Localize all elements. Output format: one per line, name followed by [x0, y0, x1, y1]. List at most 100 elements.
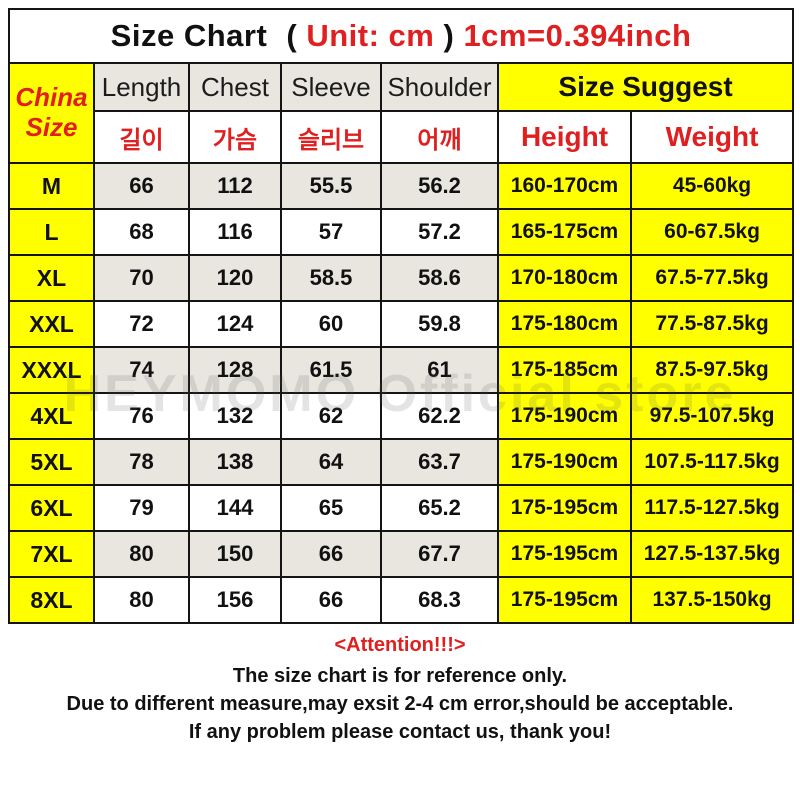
- height-cell: 175-185cm: [497, 346, 632, 394]
- china-size-line1: China: [15, 82, 88, 113]
- col-header-chest: Chest: [188, 62, 282, 112]
- header-row-en: China Size Length Chest Sleeve Shoulder …: [8, 62, 795, 164]
- length-cell: 80: [93, 576, 190, 624]
- length-cell: 68: [93, 208, 190, 256]
- china-size-line2: Size: [25, 112, 78, 142]
- chest-cell: 120: [188, 254, 282, 302]
- size-cell: 4XL: [8, 392, 95, 440]
- table-row: M 66 112 55.5 56.2 160-170cm 45-60kg: [8, 162, 795, 210]
- size-cell: XXL: [8, 300, 95, 348]
- length-cell: 70: [93, 254, 190, 302]
- title-main: Size Chart: [110, 18, 268, 53]
- height-cell: 175-190cm: [497, 392, 632, 440]
- weight-cell: 60-67.5kg: [629, 208, 795, 256]
- size-cell: XL: [8, 254, 95, 302]
- size-cell: 8XL: [8, 576, 95, 624]
- table-row: 6XL 79 144 65 65.2 175-195cm 117.5-127.5…: [8, 484, 795, 532]
- footer-note-1: The size chart is for reference only.: [232, 665, 568, 687]
- chest-cell: 156: [188, 576, 282, 624]
- footer-notes: <Attention!!!> The size chart is for ref…: [0, 634, 800, 746]
- shoulder-cell: 56.2: [380, 162, 499, 210]
- shoulder-cell: 61: [380, 346, 499, 394]
- weight-cell: 87.5-97.5kg: [629, 346, 795, 394]
- length-cell: 72: [93, 300, 190, 348]
- sleeve-cell: 65: [280, 484, 382, 532]
- height-cell: 165-175cm: [497, 208, 632, 256]
- col-header-height: Height: [497, 110, 632, 164]
- height-cell: 160-170cm: [497, 162, 632, 210]
- length-cell: 76: [93, 392, 190, 440]
- weight-cell: 107.5-117.5kg: [629, 438, 795, 486]
- shoulder-cell: 59.8: [380, 300, 499, 348]
- table-row: XL 70 120 58.5 58.6 170-180cm 67.5-77.5k…: [8, 254, 795, 302]
- table-row: 4XL 76 132 62 62.2 175-190cm 97.5-107.5k…: [8, 392, 795, 440]
- attention-label: <Attention!!!>: [334, 634, 466, 656]
- sleeve-cell: 66: [280, 530, 382, 578]
- page-title: Size Chart ( Unit: cm ) 1cm=0.394inch: [7, 8, 795, 64]
- table-row: XXL 72 124 60 59.8 175-180cm 77.5-87.5kg: [8, 300, 795, 348]
- height-cell: 175-190cm: [497, 438, 632, 486]
- title-row: Size Chart ( Unit: cm ) 1cm=0.394inch: [7, 8, 795, 64]
- length-cell: 74: [93, 346, 190, 394]
- sleeve-cell: 66: [280, 576, 382, 624]
- header-row-ko: 길이 가슴 슬리브 어깨 Height Weight: [9, 110, 795, 164]
- footer-note-2: Due to different measure,may exsit 2-4 c…: [66, 693, 734, 715]
- col-header-sleeve-ko: 슬리브: [280, 110, 382, 164]
- height-cell: 175-195cm: [497, 530, 632, 578]
- title-unit: Unit: cm: [306, 18, 435, 53]
- length-cell: 79: [93, 484, 190, 532]
- length-cell: 78: [93, 438, 190, 486]
- table-row: XXXL 74 128 61.5 61 175-185cm 87.5-97.5k…: [8, 346, 795, 394]
- size-cell: XXXL: [8, 346, 95, 394]
- col-header-chest-ko: 가슴: [188, 110, 282, 164]
- shoulder-cell: 63.7: [380, 438, 499, 486]
- weight-cell: 97.5-107.5kg: [629, 392, 795, 440]
- shoulder-cell: 62.2: [380, 392, 499, 440]
- height-cell: 175-195cm: [497, 576, 632, 624]
- weight-cell: 127.5-137.5kg: [629, 530, 795, 578]
- size-cell: 7XL: [8, 530, 95, 578]
- weight-cell: 45-60kg: [629, 162, 795, 210]
- china-size-header: China Size: [8, 62, 95, 164]
- shoulder-cell: 57.2: [380, 208, 499, 256]
- table-row: 7XL 80 150 66 67.7 175-195cm 127.5-137.5…: [8, 530, 795, 578]
- chest-cell: 150: [188, 530, 282, 578]
- title-conversion: 1cm=0.394inch: [463, 18, 692, 53]
- weight-cell: 137.5-150kg: [629, 576, 795, 624]
- table-row: L 68 116 57 57.2 165-175cm 60-67.5kg: [8, 208, 795, 256]
- chest-cell: 112: [188, 162, 282, 210]
- table-row: 5XL 78 138 64 63.7 175-190cm 107.5-117.5…: [8, 438, 795, 486]
- sleeve-cell: 60: [280, 300, 382, 348]
- height-cell: 175-195cm: [497, 484, 632, 532]
- weight-cell: 117.5-127.5kg: [629, 484, 795, 532]
- weight-cell: 67.5-77.5kg: [629, 254, 795, 302]
- chest-cell: 132: [188, 392, 282, 440]
- shoulder-cell: 68.3: [380, 576, 499, 624]
- sleeve-cell: 62: [280, 392, 382, 440]
- length-cell: 66: [93, 162, 190, 210]
- chest-cell: 138: [188, 438, 282, 486]
- chest-cell: 144: [188, 484, 282, 532]
- col-header-length: Length: [93, 62, 190, 112]
- height-cell: 170-180cm: [497, 254, 632, 302]
- length-cell: 80: [93, 530, 190, 578]
- chest-cell: 128: [188, 346, 282, 394]
- size-chart-table: Size Chart ( Unit: cm ) 1cm=0.394inch Ch…: [7, 8, 795, 624]
- chest-cell: 124: [188, 300, 282, 348]
- shoulder-cell: 65.2: [380, 484, 499, 532]
- sleeve-cell: 57: [280, 208, 382, 256]
- size-suggest-header: Size Suggest: [496, 62, 795, 112]
- title-paren-open: (: [286, 18, 298, 53]
- col-header-shoulder-ko: 어깨: [380, 110, 499, 164]
- size-cell: 5XL: [8, 438, 95, 486]
- col-header-weight: Weight: [629, 110, 795, 164]
- col-header-sleeve: Sleeve: [280, 62, 382, 112]
- sleeve-cell: 58.5: [280, 254, 382, 302]
- weight-cell: 77.5-87.5kg: [629, 300, 795, 348]
- footer-note-3: If any problem please contact us, thank …: [188, 721, 612, 743]
- sleeve-cell: 55.5: [280, 162, 382, 210]
- sleeve-cell: 64: [280, 438, 382, 486]
- sleeve-cell: 61.5: [280, 346, 382, 394]
- chest-cell: 116: [188, 208, 282, 256]
